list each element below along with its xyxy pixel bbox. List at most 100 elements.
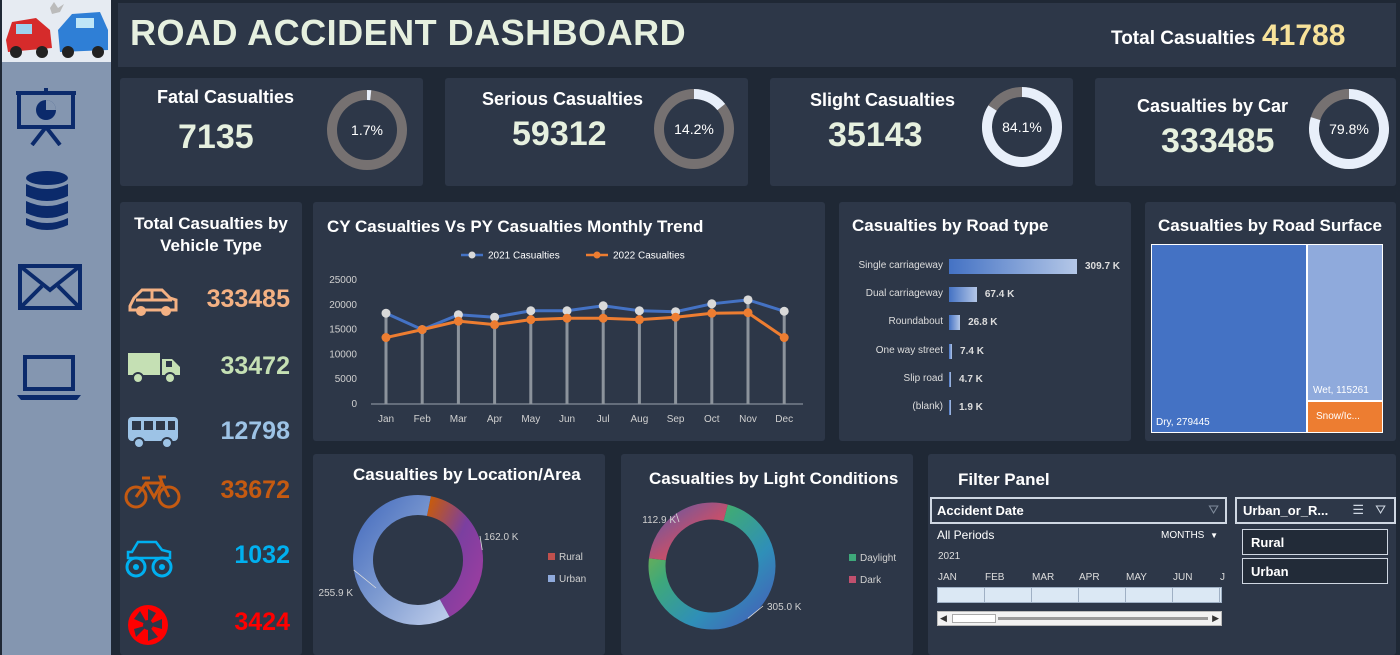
bicycle-icon (124, 475, 181, 509)
all-periods-label: All Periods (937, 528, 995, 542)
data-point[interactable] (598, 301, 608, 311)
vehicle-row-monster-truck: 1032 (120, 538, 300, 578)
x-tick-label: Aug (631, 414, 649, 425)
leader-line (353, 569, 377, 589)
timeline-month-label[interactable]: JUN (1173, 572, 1193, 583)
kpi-percent: 1.7% (351, 122, 383, 138)
presentation-chart-icon[interactable] (16, 88, 76, 151)
road-type-bar[interactable] (949, 287, 977, 303)
urban-rural-slicer-header[interactable]: Urban_or_R... ☰ ⛛ (1235, 497, 1396, 524)
legend-label: Urban (559, 574, 586, 585)
data-point[interactable] (707, 308, 717, 318)
data-point[interactable] (743, 308, 753, 318)
timeline-month-label[interactable]: MAR (1032, 572, 1055, 583)
data-point[interactable] (453, 310, 463, 320)
months-dropdown[interactable]: MONTHS ▼ (1161, 530, 1218, 541)
data-point[interactable] (381, 308, 391, 318)
mail-icon[interactable] (18, 264, 82, 315)
total-casualties-label: Total Casualties (1111, 28, 1256, 49)
urban-rural-label: Urban_or_R... (1243, 503, 1329, 518)
scroll-left-icon[interactable]: ◀ (940, 613, 947, 623)
treemap-snow[interactable]: Snow/Ic... (1307, 401, 1383, 433)
data-point[interactable] (743, 295, 753, 305)
road-type-bar[interactable] (949, 400, 951, 415)
legend-label: Dark (860, 575, 882, 586)
data-point[interactable] (634, 315, 644, 325)
y-tick-label: 5000 (335, 374, 358, 385)
vehicle-row-car: 333485 (120, 282, 300, 322)
donut-slice[interactable] (426, 496, 483, 617)
road-type-bar[interactable] (949, 371, 951, 387)
data-point[interactable] (490, 320, 500, 330)
light-title: Casualties by Light Conditions (649, 469, 899, 488)
kpi-donut: 14.2% (654, 89, 734, 169)
header-bar: ROAD ACCIDENT DASHBOARD Total Casualties… (118, 3, 1396, 67)
timeline-year: 2021 (938, 551, 961, 562)
treemap-wet[interactable]: Wet, 115261 (1307, 244, 1383, 401)
donut-slice[interactable] (648, 504, 776, 630)
multiselect-icon[interactable]: ☰ (1352, 502, 1364, 517)
timeline-scrollbar[interactable]: ◀ ▶ (937, 611, 1222, 626)
vehicle-title-line2: Vehicle Type (160, 236, 262, 255)
data-point[interactable] (526, 315, 536, 325)
database-icon[interactable] (24, 170, 70, 237)
kpi-donut: 79.8% (1309, 89, 1389, 169)
slicer-option-rural[interactable]: Rural (1242, 529, 1388, 555)
leader-line (675, 513, 680, 523)
timeline-month-label[interactable]: JAN (938, 572, 957, 583)
date-timeline-header[interactable]: Accident Date ⛛ (930, 497, 1227, 524)
timeline-month-label[interactable]: FEB (985, 572, 1005, 583)
timeline-month-label[interactable]: APR (1079, 572, 1100, 583)
treemap-label: Wet, 115261 (1313, 385, 1369, 396)
vehicle-row-other: 3424 (120, 605, 300, 645)
accident-cars-logo (2, 0, 111, 62)
legend-swatch (849, 554, 856, 561)
timeline-month-label[interactable]: MAY (1126, 572, 1147, 583)
data-point[interactable] (707, 299, 717, 309)
road-type-bar[interactable] (949, 343, 953, 359)
timeline-month-label[interactable]: J (1220, 572, 1225, 583)
data-point[interactable] (671, 312, 681, 322)
donut-fill (693, 89, 726, 111)
data-point[interactable] (381, 333, 391, 343)
road-type-bar[interactable] (949, 259, 1077, 274)
clear-filter-icon[interactable]: ⛛ (1208, 502, 1219, 517)
road-type-value: 309.7 K (1085, 261, 1121, 272)
donut-slice[interactable] (353, 495, 450, 625)
data-point[interactable] (562, 313, 572, 323)
data-point[interactable] (562, 306, 572, 316)
clear-filter-icon[interactable]: ⛛ (1375, 502, 1386, 517)
legend-marker (593, 251, 601, 259)
kpi-percent: 84.1% (1002, 119, 1042, 135)
scroll-thumb[interactable] (952, 614, 996, 623)
laptop-icon[interactable] (16, 355, 82, 406)
y-tick-label: 15000 (329, 325, 357, 336)
road-type-bar[interactable] (949, 315, 961, 331)
data-point[interactable] (453, 316, 463, 326)
kpi-percent: 14.2% (674, 121, 714, 137)
treemap-dry[interactable]: Dry, 279445 (1151, 244, 1307, 433)
data-point[interactable] (779, 333, 789, 343)
data-point[interactable] (526, 306, 536, 316)
timeline-bar[interactable] (937, 587, 1222, 603)
kpi-card-serious: Serious Casualties 59312 14.2% (445, 78, 748, 186)
slicer-option-urban[interactable]: Urban (1242, 558, 1388, 584)
vehicle-row-bus: 12798 (120, 414, 300, 454)
road-type-value: 1.9 K (959, 402, 983, 413)
legend-swatch (849, 576, 856, 583)
data-point[interactable] (417, 325, 427, 335)
data-point[interactable] (490, 312, 500, 322)
data-point[interactable] (779, 306, 789, 316)
treemap-label: Dry, 279445 (1156, 417, 1210, 428)
data-point[interactable] (598, 313, 608, 323)
vehicle-value: 1032 (234, 541, 290, 569)
scroll-right-icon[interactable]: ▶ (1212, 613, 1219, 623)
road-type-chart: Single carriageway 309.7 K Dual carriagewa… (839, 202, 1131, 441)
donut-slice[interactable] (648, 502, 728, 561)
donut-fill (1309, 89, 1389, 169)
light-donut-chart: 305.0 K Daylight 112.9 K Dark (642, 502, 896, 630)
timeline-divider (1031, 588, 1032, 603)
vehicle-value: 33472 (220, 352, 290, 380)
slice-value-label: 112.9 K (642, 515, 676, 526)
data-point[interactable] (634, 306, 644, 316)
